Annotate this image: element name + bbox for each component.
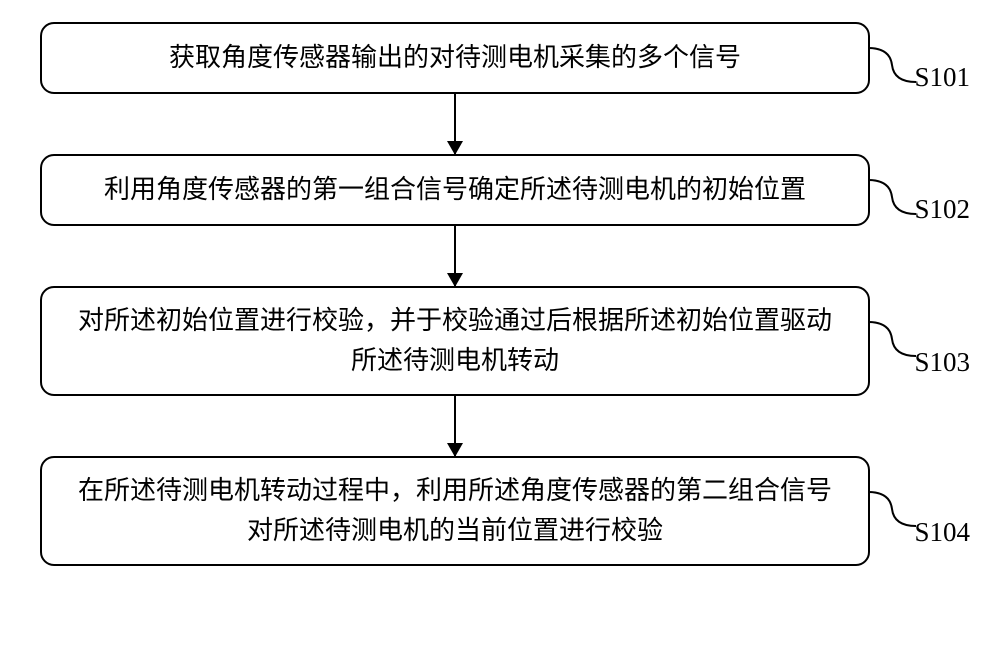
arrow-head-icon — [447, 443, 463, 457]
box-text: 获取角度传感器输出的对待测电机采集的多个信号 — [169, 38, 741, 78]
step-label: S102 — [914, 194, 970, 225]
step-label: S104 — [914, 517, 970, 548]
box-text: 在所述待测电机转动过程中，利用所述角度传感器的第二组合信号对所述待测电机的当前位… — [66, 471, 844, 552]
flowchart-box: 获取角度传感器输出的对待测电机采集的多个信号 — [40, 22, 870, 94]
arrow-head-icon — [447, 273, 463, 287]
arrow-head-icon — [447, 141, 463, 155]
step-label: S103 — [914, 347, 970, 378]
label-connector-curve — [868, 40, 918, 90]
flowchart-box: 对所述初始位置进行校验，并于校验通过后根据所述初始位置驱动所述待测电机转动 — [40, 286, 870, 396]
label-connector-curve — [868, 172, 918, 222]
label-connector-curve — [868, 484, 918, 534]
connector-s103-s104 — [40, 396, 870, 456]
label-connector-curve — [868, 314, 918, 364]
step-s103: 对所述初始位置进行校验，并于校验通过后根据所述初始位置驱动所述待测电机转动 S1… — [40, 286, 960, 396]
flowchart-box: 在所述待测电机转动过程中，利用所述角度传感器的第二组合信号对所述待测电机的当前位… — [40, 456, 870, 566]
connector-s101-s102 — [40, 94, 870, 154]
step-label: S101 — [914, 62, 970, 93]
connector-s102-s103 — [40, 226, 870, 286]
step-s101: 获取角度传感器输出的对待测电机采集的多个信号 S101 — [40, 22, 960, 94]
box-text: 利用角度传感器的第一组合信号确定所述待测电机的初始位置 — [104, 170, 806, 210]
box-text: 对所述初始位置进行校验，并于校验通过后根据所述初始位置驱动所述待测电机转动 — [66, 301, 844, 382]
flowchart-container: 获取角度传感器输出的对待测电机采集的多个信号 S101 利用角度传感器的第一组合… — [40, 22, 960, 566]
flowchart-box: 利用角度传感器的第一组合信号确定所述待测电机的初始位置 — [40, 154, 870, 226]
step-s102: 利用角度传感器的第一组合信号确定所述待测电机的初始位置 S102 — [40, 154, 960, 226]
step-s104: 在所述待测电机转动过程中，利用所述角度传感器的第二组合信号对所述待测电机的当前位… — [40, 456, 960, 566]
